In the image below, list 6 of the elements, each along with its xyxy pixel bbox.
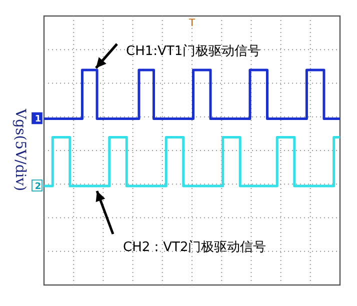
annotation: 1	[34, 114, 42, 125]
text: CH1:VT1门极驱动信号	[126, 43, 261, 59]
text: CH2：VT2门极驱动信号	[123, 239, 266, 255]
y-axis-title: Vgs(5V/div)	[12, 108, 28, 192]
text: T	[188, 18, 196, 29]
annotation: 2	[34, 182, 42, 192]
